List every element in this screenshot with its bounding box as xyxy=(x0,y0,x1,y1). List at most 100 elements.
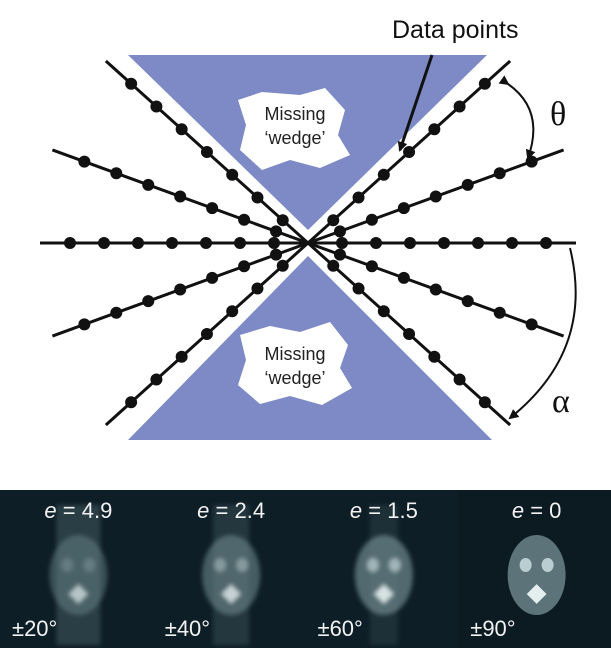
data-point xyxy=(125,396,137,408)
diagram: Missing ‘wedge’ Missing ‘wedge’ Data poi… xyxy=(40,16,576,440)
data-point xyxy=(206,272,218,284)
wedge-label: Missing xyxy=(264,104,325,124)
data-point xyxy=(370,237,382,249)
wedge-label: ‘wedge’ xyxy=(264,128,325,148)
data-point xyxy=(268,237,280,249)
figure: Missing ‘wedge’ Missing ‘wedge’ Data poi… xyxy=(0,0,611,648)
face xyxy=(508,535,566,615)
panels: e = 4.9 ±20° e = 2.4 ±40° e = 1.5 ±60° e = 0 ±9… xyxy=(0,490,611,648)
data-point xyxy=(428,351,440,363)
eye xyxy=(520,558,532,572)
data-point xyxy=(176,351,188,363)
data-point xyxy=(251,283,263,295)
e-value: = 2.4 xyxy=(216,498,266,523)
data-point xyxy=(430,190,442,202)
data-point xyxy=(479,396,491,408)
e-symbol: e xyxy=(350,498,362,523)
eye xyxy=(389,558,401,572)
data-point xyxy=(366,214,378,226)
data-point xyxy=(398,202,410,214)
data-point xyxy=(334,249,346,261)
data-point xyxy=(472,237,484,249)
wedge-label: Missing xyxy=(264,344,325,364)
data-point xyxy=(142,295,154,307)
e-symbol: e xyxy=(44,498,56,523)
data-point xyxy=(200,237,212,249)
data-point xyxy=(403,328,415,340)
eye xyxy=(542,558,554,572)
e-value: = 4.9 xyxy=(63,498,113,523)
data-point xyxy=(353,283,365,295)
data-point xyxy=(150,374,162,386)
data-point xyxy=(366,260,378,272)
arc xyxy=(508,84,533,158)
e-label: e = 0 xyxy=(512,498,562,523)
data-point xyxy=(334,225,346,237)
data-point xyxy=(174,284,186,296)
range-label: ±60° xyxy=(318,616,363,641)
data-point xyxy=(238,260,250,272)
data-point xyxy=(110,167,122,179)
data-point xyxy=(454,374,466,386)
data-point xyxy=(494,167,506,179)
data-point xyxy=(201,146,213,158)
theta: θ xyxy=(550,96,566,133)
data-point xyxy=(277,214,289,226)
data-point xyxy=(494,307,506,319)
e-label: e = 4.9 xyxy=(44,498,112,523)
data-point xyxy=(174,190,186,202)
range-label: ±90° xyxy=(470,616,515,641)
data-point xyxy=(479,78,491,90)
data-point xyxy=(226,305,238,317)
e-symbol: e xyxy=(512,498,524,523)
data-point xyxy=(277,260,289,272)
alpha: α xyxy=(552,383,570,420)
data-point xyxy=(438,237,450,249)
data-point xyxy=(78,156,90,168)
data-point xyxy=(234,237,246,249)
eye xyxy=(236,558,248,572)
data-point xyxy=(404,237,416,249)
data-point xyxy=(251,191,263,203)
data-point xyxy=(238,214,250,226)
data-point xyxy=(150,100,162,112)
data-point xyxy=(353,191,365,203)
data-point xyxy=(270,225,282,237)
data-point xyxy=(403,146,415,158)
range-label: ±20° xyxy=(12,616,57,641)
data-point xyxy=(336,237,348,249)
data-point xyxy=(462,295,474,307)
eye xyxy=(214,558,226,572)
data-point xyxy=(454,100,466,112)
data-point xyxy=(327,214,339,226)
data-point xyxy=(430,284,442,296)
data-point xyxy=(206,202,218,214)
annotation: Data points xyxy=(392,16,518,44)
data-point xyxy=(78,318,90,330)
data-point xyxy=(166,237,178,249)
data-point xyxy=(132,237,144,249)
data-point xyxy=(125,78,137,90)
eye xyxy=(367,558,379,572)
data-point xyxy=(428,123,440,135)
e-value: = 0 xyxy=(530,498,561,523)
data-point xyxy=(526,318,538,330)
data-point xyxy=(378,305,390,317)
data-point xyxy=(226,169,238,181)
e-value: = 1.5 xyxy=(368,498,418,523)
eye xyxy=(83,558,95,572)
data-point xyxy=(142,179,154,191)
data-point xyxy=(110,307,122,319)
eye xyxy=(61,558,73,572)
e-label: e = 1.5 xyxy=(350,498,418,523)
data-point xyxy=(201,328,213,340)
data-point xyxy=(64,237,76,249)
data-point xyxy=(98,237,110,249)
data-point xyxy=(176,123,188,135)
data-point xyxy=(398,272,410,284)
data-point xyxy=(270,249,282,261)
e-label: e = 2.4 xyxy=(197,498,265,523)
wedge-label: ‘wedge’ xyxy=(264,368,325,388)
data-point xyxy=(378,169,390,181)
range-label: ±40° xyxy=(165,616,210,641)
